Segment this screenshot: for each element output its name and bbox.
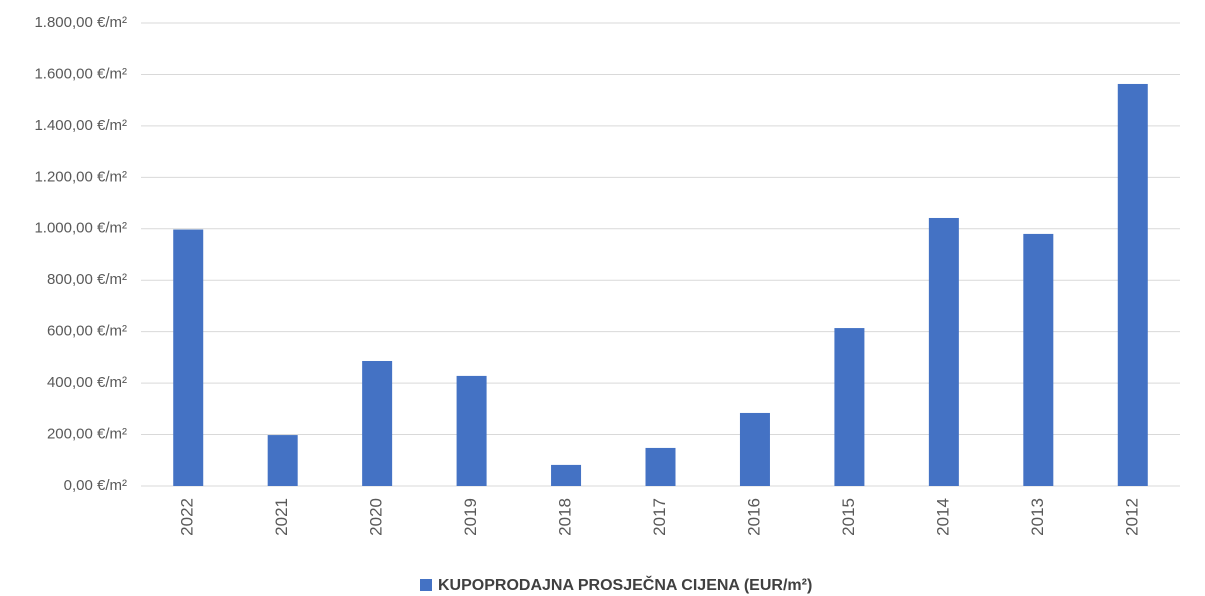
y-tick-label: 800,00 €/m² (47, 271, 127, 288)
bar (362, 360, 393, 486)
bar (173, 229, 204, 486)
bar (1023, 233, 1054, 486)
x-tick-label: 2018 (556, 498, 575, 536)
bar (551, 464, 582, 486)
y-tick-label: 1.000,00 €/m² (34, 220, 127, 237)
y-tick-label: 1.800,00 €/m² (34, 14, 127, 31)
y-tick-label: 1.400,00 €/m² (34, 117, 127, 134)
x-tick-label: 2019 (461, 498, 480, 536)
legend-swatch (420, 579, 432, 591)
bar (834, 328, 865, 486)
x-tick-label: 2012 (1122, 498, 1141, 536)
y-tick-label: 200,00 €/m² (47, 426, 127, 443)
x-tick-label: 2013 (1028, 498, 1047, 536)
bar (267, 435, 298, 486)
bar (645, 447, 676, 486)
bar (456, 375, 487, 486)
x-tick-label: 2016 (744, 498, 763, 536)
y-tick-label: 1.200,00 €/m² (34, 168, 127, 185)
x-tick-label: 2015 (839, 498, 858, 536)
legend-label: KUPOPRODAJNA PROSJEČNA CIJENA (EUR/m²) (438, 575, 812, 594)
y-tick-label: 400,00 €/m² (47, 374, 127, 391)
y-tick-label: 1.600,00 €/m² (34, 65, 127, 82)
x-tick-label: 2021 (272, 498, 291, 536)
y-tick-label: 600,00 €/m² (47, 323, 127, 340)
x-tick-label: 2017 (650, 498, 669, 536)
bar (928, 217, 959, 487)
x-tick-label: 2014 (933, 498, 952, 536)
bar (739, 412, 770, 486)
x-tick-label: 2022 (178, 498, 197, 536)
y-tick-label: 0,00 €/m² (64, 477, 127, 494)
x-tick-label: 2020 (367, 498, 386, 536)
bar (1117, 83, 1148, 486)
